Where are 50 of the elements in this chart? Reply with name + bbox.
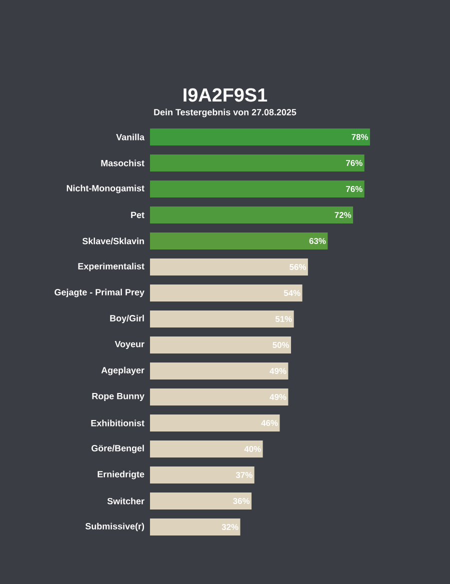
y-tick-label: Rope Bunny [92,392,144,402]
y-tick-label: Vanilla [116,134,145,140]
data-label: 46% [261,420,278,426]
y-tick-label: Erniedrigte [98,470,144,480]
y-tick-label: Pet [131,212,144,218]
y-tick-label: Masochist [101,160,144,166]
bar [150,284,302,302]
bar [150,388,288,406]
y-tick-label: Boy/Girl [110,314,144,324]
chart-subtitle: Dein Testergebnis von 27.08.2025 [154,108,296,118]
bar [150,232,328,250]
data-label: 32% [222,524,238,530]
data-label: 63% [309,238,326,244]
bar [150,128,370,146]
bar [150,180,364,198]
bar [150,154,364,172]
y-tick-label: Ageplayer [101,366,144,376]
y-tick-label: Gejagte - Primal Prey [54,288,144,298]
y-tick-label: Sklave/Sklavin [82,238,144,244]
data-label: 49% [270,394,286,400]
data-label: 37% [236,472,252,478]
bar [150,336,292,354]
data-label: 78% [352,134,368,140]
bar [150,310,294,328]
data-label: 72% [334,212,352,218]
data-label: 56% [290,264,306,270]
bar [150,492,252,510]
y-tick-label: Experimentalist [78,262,144,272]
y-tick-label: Exhibitionist [91,420,144,426]
y-tick-label: Voyeur [114,340,144,350]
bar [150,206,354,224]
data-label: 50% [272,342,290,348]
data-label: 36% [233,498,250,504]
y-tick-label: Submissive(r) [85,522,144,532]
data-label: 40% [244,446,261,452]
bar [150,258,308,276]
y-tick-label: Göre/Bengel [92,444,144,454]
data-label: 76% [346,160,362,166]
y-tick-label: Nicht-Monogamist [66,184,144,194]
bar [150,466,254,484]
bar [150,414,280,432]
bar [150,440,263,458]
y-tick-label: Switcher [107,498,144,504]
data-label: 49% [270,368,286,374]
data-label: 54% [284,290,300,296]
bar [150,362,288,380]
chart-title: I9A2F9S1 [184,88,268,102]
data-label: 76% [346,186,362,192]
bar [150,518,240,536]
data-label: 51% [275,316,292,322]
